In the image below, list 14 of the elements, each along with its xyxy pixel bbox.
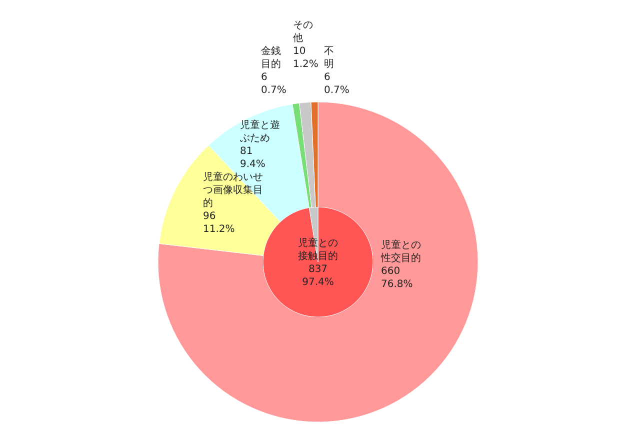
slice-label: その他 (293, 20, 313, 44)
slice-label: 不明 (324, 46, 334, 70)
slice-label: 金銭目的 (261, 45, 281, 70)
slice-label: 児童との性交目的 (380, 239, 421, 264)
data-label: 10 1.2% (293, 46, 318, 70)
data-label: 6 0.7% (324, 72, 350, 96)
data-label: 81 9.4% (240, 146, 266, 170)
slice-label: 児童と遊ぶため (240, 119, 280, 144)
data-label: 6 0.7% (261, 72, 286, 96)
pie-slice (158, 102, 478, 422)
data-label: 96 11.2% (203, 211, 235, 235)
data-label: 660 76.8% (381, 266, 413, 290)
data-label: 837 97.4% (302, 264, 334, 288)
slice-label: 児童のわいせつ画像収集目的 (203, 171, 263, 209)
